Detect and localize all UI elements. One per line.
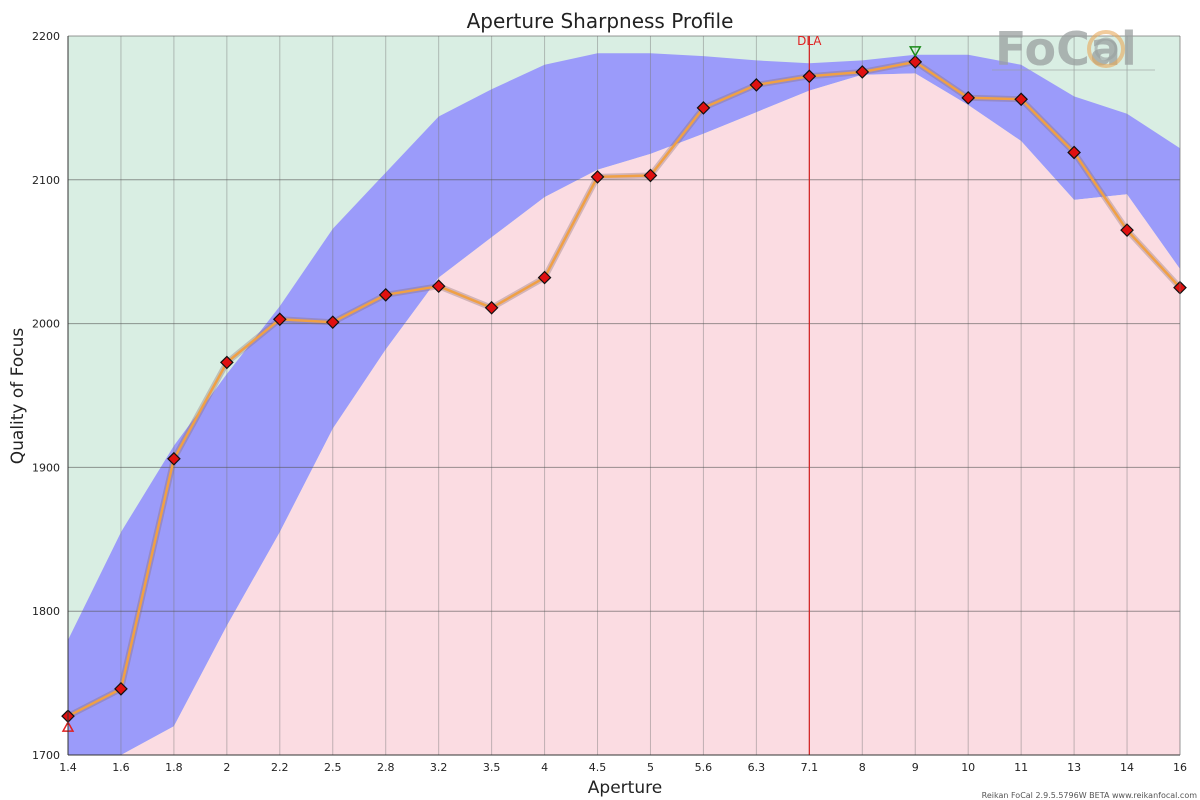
data-point	[643, 168, 658, 183]
x-tick-label: 9	[912, 761, 919, 774]
x-tick-label: 13	[1067, 761, 1081, 774]
x-tick-label: 3.5	[483, 761, 501, 774]
logo-ring	[1087, 30, 1125, 68]
x-tick-label: 2.5	[324, 761, 342, 774]
y-axis-label: Quality of Focus	[8, 328, 28, 465]
dla-marker: DLA	[797, 34, 822, 755]
x-tick-label: 16	[1173, 761, 1187, 774]
x-tick-label: 5	[647, 761, 654, 774]
x-tick-label: 1.6	[112, 761, 130, 774]
data-point	[802, 69, 817, 84]
data-point	[696, 101, 711, 115]
below-band-area	[68, 73, 1180, 755]
max-marker	[908, 46, 922, 58]
y-tick-label: 1700	[32, 749, 60, 762]
axes	[67, 36, 1181, 756]
data-point	[167, 451, 181, 466]
x-tick-label: 4.5	[589, 761, 607, 774]
data-points	[61, 55, 1187, 724]
data-point	[220, 355, 234, 370]
x-tick-label: 1.8	[165, 761, 183, 774]
y-tick-labels: 1700 1800 1900 2000 2100 2200	[32, 30, 60, 762]
x-tick-label: 3.2	[430, 761, 448, 774]
x-tick-label: 8	[859, 761, 866, 774]
x-tick-label: 7.1	[801, 761, 819, 774]
data-point	[484, 300, 499, 315]
x-tick-labels: 1.4 1.6 1.8 2 2.2 2.5 2.8 3.2 3.5 4 4.5 5 5.6 6.3 7.1 8…	[59, 761, 1187, 774]
data-point	[749, 78, 764, 92]
data-point	[325, 315, 340, 330]
x-tick-label: 1.4	[59, 761, 77, 774]
data-point	[431, 279, 446, 294]
data-point	[855, 65, 870, 79]
chart-title: Aperture Sharpness Profile	[467, 9, 734, 33]
x-tick-label: 2.8	[377, 761, 395, 774]
x-tick-label: 2	[223, 761, 230, 774]
data-point	[590, 170, 605, 184]
data-point	[1120, 223, 1134, 237]
data-point	[908, 55, 923, 69]
footer-text: Reikan FoCal 2.9.5.5796W BETA www.reikan…	[982, 791, 1198, 800]
series-line	[66, 58, 1183, 719]
y-tick-label: 2200	[32, 30, 60, 43]
uncertainty-band	[68, 53, 1180, 756]
x-tick-label: 11	[1014, 761, 1028, 774]
focal-logo: FoCal	[992, 22, 1155, 76]
y-tick-label: 1800	[32, 605, 60, 618]
y-tick-label: 2100	[32, 174, 60, 187]
data-point	[378, 287, 393, 302]
logo-text: FoCal	[995, 22, 1137, 76]
data-point	[272, 312, 287, 327]
dla-label: DLA	[797, 34, 822, 48]
data-point	[1014, 92, 1028, 107]
band-area	[68, 53, 1180, 756]
x-tick-label: 10	[961, 761, 975, 774]
x-tick-label: 4	[541, 761, 548, 774]
x-axis-label: Aperture	[588, 778, 662, 798]
x-tick-label: 6.3	[748, 761, 766, 774]
x-tick-label: 14	[1120, 761, 1134, 774]
x-tick-label: 2.2	[271, 761, 289, 774]
data-point	[537, 270, 552, 285]
data-point	[114, 682, 128, 696]
series-line-path	[67, 60, 1181, 718]
y-tick-label: 2000	[32, 318, 60, 331]
y-tick-label: 1900	[32, 461, 60, 474]
data-point	[1067, 145, 1081, 160]
data-point	[961, 90, 976, 105]
x-tick-label: 5.6	[695, 761, 713, 774]
logo-ring-inner	[1094, 37, 1118, 61]
